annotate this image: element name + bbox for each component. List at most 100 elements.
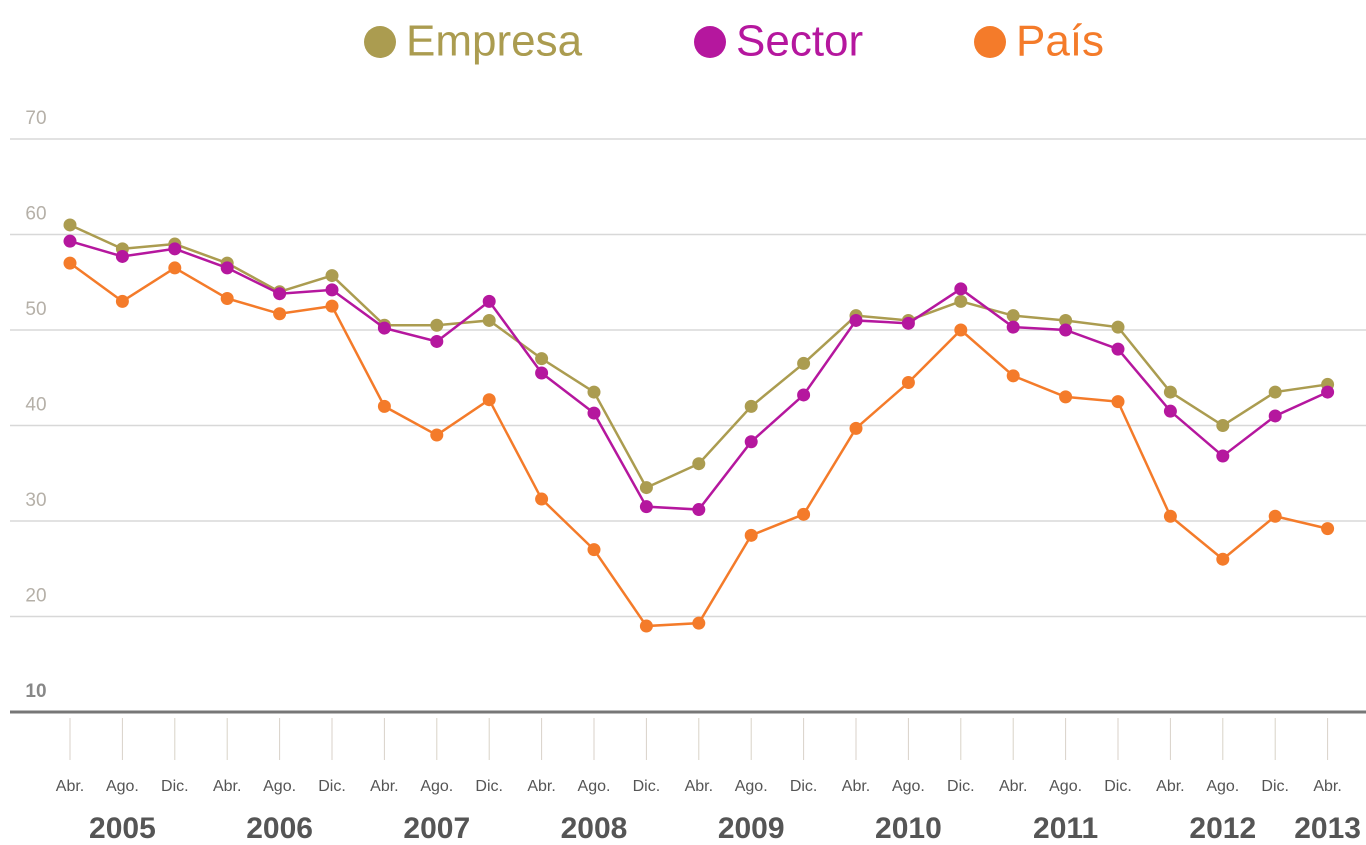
year-label: 2011: [1033, 812, 1098, 845]
y-tick-label: 30: [25, 490, 46, 511]
year-label: 2005: [89, 812, 156, 845]
data-point: [1059, 313, 1073, 327]
data-point: [377, 399, 391, 413]
x-tick-label: Dic.: [161, 778, 189, 795]
data-point: [535, 352, 549, 366]
data-point: [430, 318, 444, 332]
data-point: [325, 283, 339, 297]
x-tick-label: Ago.: [1206, 778, 1239, 795]
data-point: [901, 316, 915, 330]
year-label: 2012: [1189, 812, 1256, 845]
y-tick-label: 20: [25, 586, 46, 607]
data-point: [220, 291, 234, 305]
data-point: [954, 323, 968, 337]
data-point: [692, 457, 706, 471]
data-point: [639, 619, 653, 633]
data-point: [849, 313, 863, 327]
y-tick-label: 60: [25, 204, 46, 225]
data-point: [377, 321, 391, 335]
y-tick-label: 70: [25, 108, 46, 129]
data-point: [430, 428, 444, 442]
x-tick-label: Abr.: [999, 778, 1027, 795]
legend-marker: [694, 26, 726, 58]
data-point: [1006, 320, 1020, 334]
data-point: [430, 334, 444, 348]
year-label: 2010: [875, 812, 942, 845]
y-tick-label: 10: [25, 681, 46, 702]
data-point: [1111, 342, 1125, 356]
data-point: [849, 421, 863, 435]
x-tick-label: Abr.: [685, 778, 713, 795]
legend-label: País: [1016, 17, 1104, 66]
data-point: [587, 406, 601, 420]
data-point: [1268, 385, 1282, 399]
data-point: [1163, 509, 1177, 523]
year-label: 2006: [246, 812, 313, 845]
year-label: 2007: [403, 812, 470, 845]
data-point: [325, 299, 339, 313]
data-point: [220, 261, 234, 275]
data-point: [1006, 309, 1020, 323]
data-point: [1111, 320, 1125, 334]
x-tick-label: Ago.: [420, 778, 453, 795]
data-point: [744, 528, 758, 542]
data-point: [1111, 395, 1125, 409]
x-tick-label: Abr.: [370, 778, 398, 795]
legend-marker: [364, 26, 396, 58]
data-point: [1321, 385, 1335, 399]
x-tick-label: Abr.: [1313, 778, 1341, 795]
data-point: [168, 261, 182, 275]
x-tick-label: Ago.: [892, 778, 925, 795]
year-label: 2008: [561, 812, 628, 845]
x-tick-label: Dic.: [318, 778, 346, 795]
y-tick-label: 40: [25, 395, 46, 416]
data-point: [482, 313, 496, 327]
x-tick-label: Dic.: [1104, 778, 1132, 795]
data-point: [535, 366, 549, 380]
x-tick-label: Dic.: [475, 778, 503, 795]
data-point: [639, 481, 653, 495]
x-tick-label: Ago.: [263, 778, 296, 795]
data-point: [797, 388, 811, 402]
data-point: [1059, 390, 1073, 404]
data-point: [692, 616, 706, 630]
data-point: [1216, 419, 1230, 432]
x-tick-label: Abr.: [527, 778, 555, 795]
data-point: [273, 307, 287, 321]
data-point: [535, 492, 549, 506]
data-point: [168, 242, 182, 256]
data-point: [63, 218, 77, 232]
data-point: [1059, 323, 1073, 337]
legend-label: Sector: [736, 17, 863, 66]
data-point: [1216, 449, 1230, 463]
data-point: [797, 356, 811, 370]
data-point: [1321, 522, 1335, 536]
x-tick-label: Abr.: [842, 778, 870, 795]
x-tick-label: Ago.: [578, 778, 611, 795]
data-point: [692, 503, 706, 517]
x-tick-label: Dic.: [790, 778, 818, 795]
data-point: [63, 234, 77, 248]
data-point: [1163, 404, 1177, 418]
data-point: [901, 376, 915, 390]
data-point: [325, 269, 339, 283]
legend-marker: [974, 26, 1006, 58]
x-tick-label: Abr.: [213, 778, 241, 795]
data-point: [1006, 369, 1020, 383]
x-tick-label: Dic.: [1261, 778, 1289, 795]
x-tick-label: Ago.: [106, 778, 139, 795]
data-point: [482, 294, 496, 308]
data-point: [1268, 509, 1282, 523]
x-tick-label: Ago.: [1049, 778, 1082, 795]
data-point: [115, 249, 129, 263]
legend-label: Empresa: [406, 17, 583, 66]
data-point: [954, 282, 968, 296]
data-point: [63, 256, 77, 270]
x-tick-label: Dic.: [633, 778, 661, 795]
data-point: [273, 287, 287, 301]
y-tick-label: 50: [25, 299, 46, 320]
data-point: [115, 294, 129, 308]
x-tick-label: Abr.: [56, 778, 84, 795]
x-tick-label: Ago.: [735, 778, 768, 795]
data-point: [587, 385, 601, 399]
